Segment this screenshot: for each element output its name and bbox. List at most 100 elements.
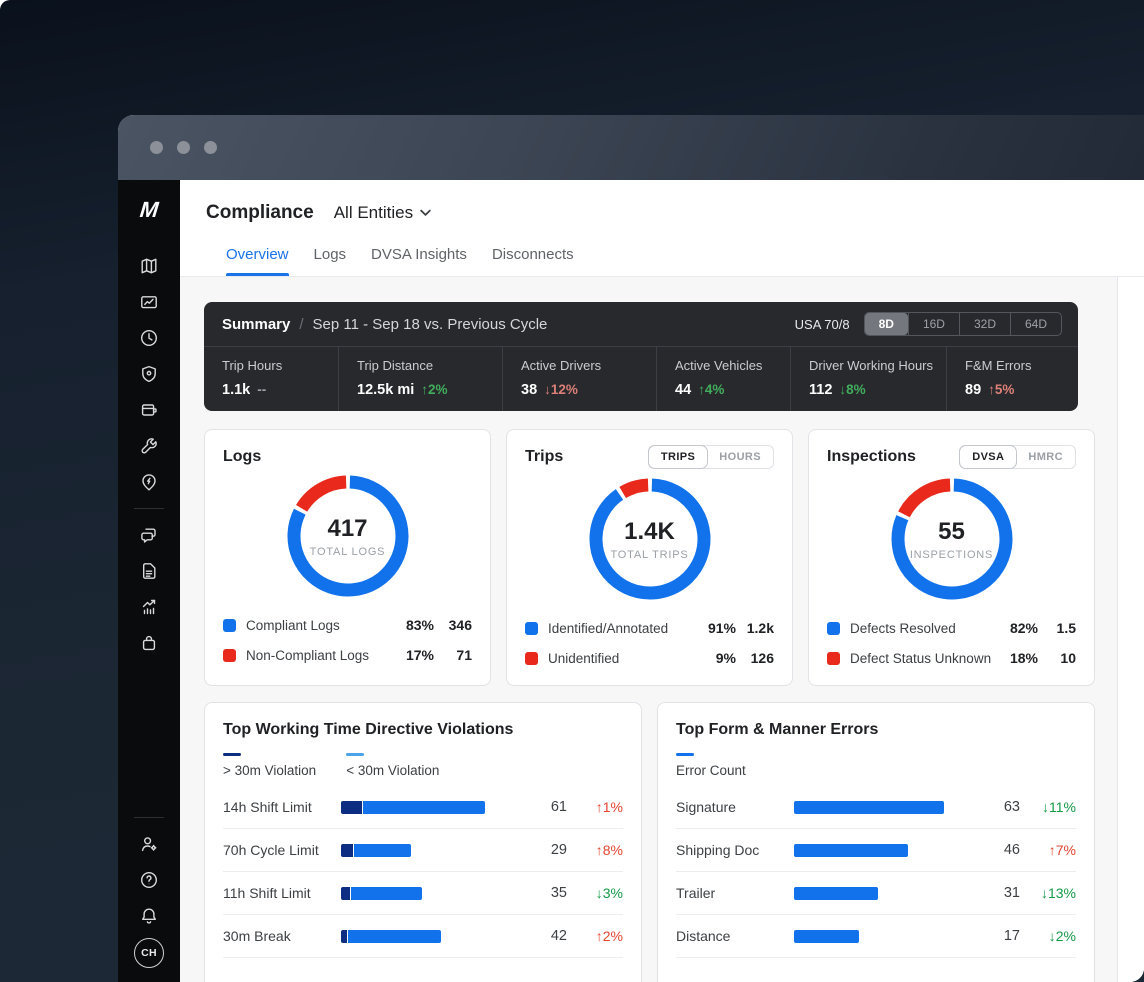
toggle-hmrc-button[interactable]: HMRC [1028, 451, 1063, 463]
error-bar [794, 886, 980, 900]
range-16d-button[interactable]: 16D [907, 313, 959, 335]
dashboard-icon[interactable] [131, 284, 167, 320]
summary-separator: / [299, 315, 304, 333]
trips-donut-chart: 1.4K TOTAL TRIPS [588, 477, 712, 601]
trips-card-title: Trips [525, 448, 564, 465]
marketplace-bag-icon[interactable] [131, 625, 167, 661]
documents-icon[interactable] [131, 553, 167, 589]
scroll-gutter[interactable] [1118, 277, 1144, 982]
browser-window: M [118, 115, 1144, 982]
maintenance-wrench-icon[interactable] [131, 428, 167, 464]
admin-settings-icon[interactable] [131, 826, 167, 862]
logs-total-caption: TOTAL LOGS [309, 545, 386, 558]
stacked-bar [341, 886, 527, 900]
help-icon[interactable] [131, 862, 167, 898]
toggle-dvsa-button[interactable]: DVSA [960, 446, 1016, 468]
entity-selector-label: All Entities [333, 203, 414, 222]
tab-overview[interactable]: Overview [226, 246, 289, 276]
legend-swatch [827, 651, 840, 665]
legend-marker [346, 753, 365, 756]
sidebar-divider [134, 817, 164, 818]
notifications-bell-icon[interactable] [131, 898, 167, 934]
fuel-pin-icon[interactable] [131, 464, 167, 500]
trips-total-value: 1.4K [624, 517, 675, 545]
logs-card: Logs 417 TOTAL LOGS [204, 429, 491, 686]
fm-errors-card: Top Form & Manner Errors Error Count Sig… [657, 702, 1095, 982]
main-area: Compliance All Entities Overview Logs DV… [180, 180, 1144, 982]
legend-marker [223, 753, 241, 756]
entity-selector[interactable]: All Entities [334, 203, 431, 223]
bar-segment-lt30 [354, 843, 412, 857]
legend-row: Unidentified 9% 126 [525, 643, 774, 673]
violation-row: 14h Shift Limit 61 ↑1% [223, 786, 623, 829]
legend-row: Compliant Logs 83% 346 [223, 610, 472, 640]
summary-subtitle: Sep 11 - Sep 18 vs. Previous Cycle [312, 315, 548, 333]
bar-segment-gt30 [341, 886, 351, 900]
donut-svg [891, 478, 1012, 600]
metric-fm-errors: F&M Errors 89 ↑5% [946, 347, 1078, 411]
app-frame: M [118, 180, 1144, 982]
inspections-card-title: Inspections [827, 448, 916, 465]
tab-disconnects[interactable]: Disconnects [491, 246, 574, 263]
summary-metrics: Trip Hours 1.1k -- Trip Distance 12.5k mi… [204, 346, 1078, 411]
error-row: Trailer 31 ↓13% [676, 872, 1076, 915]
map-icon[interactable] [131, 248, 167, 284]
legend-swatch [525, 621, 538, 635]
legend-row: Defects Resolved 82% 1.5 [827, 613, 1076, 643]
range-32d-button[interactable]: 32D [958, 313, 1010, 335]
time-clock-icon[interactable] [131, 320, 167, 356]
tab-logs[interactable]: Logs [313, 246, 347, 263]
metric-trip-hours: Trip Hours 1.1k -- [222, 358, 283, 398]
wtd-legend: > 30m Violation < 30m Violation [223, 753, 623, 778]
trips-hours-toggle: TRIPS HOURS [647, 445, 774, 469]
fm-legend: Error Count [676, 753, 1076, 778]
vehicles-device-icon[interactable] [131, 392, 167, 428]
stacked-bar [341, 843, 527, 857]
bar-segment-lt30 [350, 886, 422, 900]
inspections-donut-chart: 55 INSPECTIONS [890, 477, 1014, 601]
dvsa-hmrc-toggle: DVSA HMRC [959, 445, 1076, 469]
error-bar [794, 800, 980, 814]
trips-card: Trips TRIPS HOURS 1.4K TOTAL T [506, 429, 793, 686]
user-avatar[interactable]: CH [134, 938, 164, 968]
range-8d-button[interactable]: 8D [864, 313, 908, 335]
summary-title: Summary [222, 315, 291, 333]
legend-swatch [223, 648, 236, 662]
window-control-dot[interactable] [150, 141, 163, 154]
page-header: Compliance All Entities Overview Logs DV… [180, 180, 1144, 277]
legend-marker [676, 753, 694, 756]
reports-chart-icon[interactable] [131, 589, 167, 625]
range-64d-button[interactable]: 64D [1009, 313, 1061, 335]
error-bar [794, 843, 980, 857]
donut-svg [287, 475, 408, 597]
legend-row: Non-Compliant Logs 17% 71 [223, 640, 472, 670]
metric-trip-distance: Trip Distance 12.5k mi ↑2% [338, 347, 502, 411]
window-control-dot[interactable] [204, 141, 217, 154]
error-row: Signature 63 ↓11% [676, 786, 1076, 829]
stacked-bar [341, 929, 527, 943]
page-title: Compliance [206, 202, 314, 223]
safety-shield-icon[interactable] [131, 356, 167, 392]
error-row: Distance 17 ↓2% [676, 915, 1076, 958]
tab-dvsa-insights[interactable]: DVSA Insights [371, 246, 467, 263]
messages-icon[interactable] [131, 517, 167, 553]
window-titlebar [118, 115, 1144, 180]
legend-item: > 30m Violation [223, 753, 316, 778]
stacked-bar [341, 800, 527, 814]
range-toggle-group: 8D 16D 32D 64D [863, 312, 1062, 336]
legend-swatch [223, 618, 236, 632]
legend-row: Identified/Annotated 91% 1.2k [525, 613, 774, 643]
window-control-dot[interactable] [177, 141, 190, 154]
bar-segment-lt30 [348, 929, 442, 943]
bar-segment [794, 929, 860, 943]
dashboard-content: Summary / Sep 11 - Sep 18 vs. Previous C… [180, 277, 1118, 982]
violation-row: 70h Cycle Limit 29 ↑8% [223, 829, 623, 872]
legend-swatch [525, 651, 538, 665]
sidebar-divider [134, 508, 164, 509]
legend-row: Defect Status Unknown 18% 10 [827, 643, 1076, 673]
toggle-hours-button[interactable]: HOURS [719, 451, 761, 463]
tab-bar: Overview Logs DVSA Insights Disconnects [206, 246, 1144, 276]
toggle-trips-button[interactable]: TRIPS [649, 446, 707, 468]
fm-errors-title: Top Form & Manner Errors [676, 721, 879, 738]
logs-total-value: 417 [327, 514, 368, 542]
